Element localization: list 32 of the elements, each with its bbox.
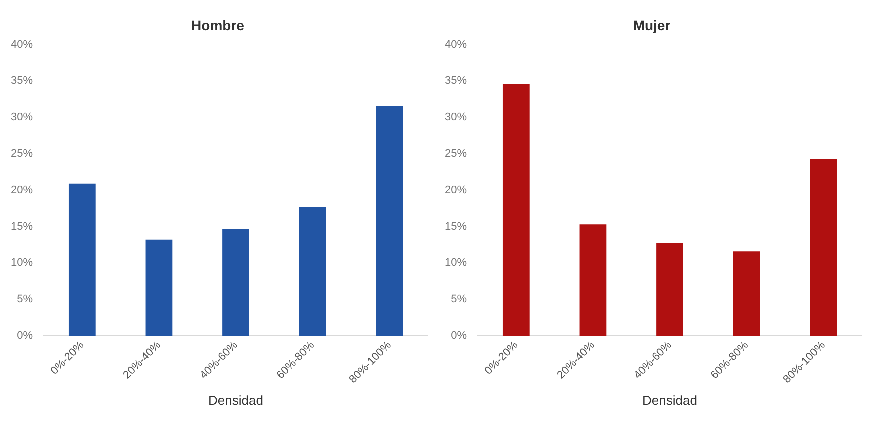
y-tick-label: 0%	[17, 330, 34, 342]
bar	[580, 224, 607, 336]
bar	[376, 106, 404, 336]
y-tick-label: 40%	[444, 38, 468, 51]
y-tick-label: 30%	[10, 112, 34, 124]
y-tick-label: 15%	[10, 220, 34, 233]
chart-title: Hombre	[192, 17, 245, 34]
y-tick-label: 5%	[451, 294, 468, 306]
y-tick-label: 40%	[10, 38, 34, 51]
bar	[222, 228, 250, 336]
x-axis-title: Densidad	[208, 392, 264, 408]
bar	[68, 184, 96, 336]
bar	[733, 252, 760, 336]
y-tick-label: 25%	[10, 148, 34, 160]
y-tick-label: 0%	[451, 330, 468, 342]
bar	[656, 244, 684, 336]
bar	[810, 159, 838, 336]
y-tick-label: 5%	[17, 294, 34, 306]
y-tick-label: 25%	[444, 148, 468, 160]
chart-title: Mujer	[633, 17, 672, 34]
y-tick-label: 20%	[10, 184, 34, 196]
y-tick-label: 10%	[444, 257, 468, 270]
y-tick-label: 35%	[10, 75, 34, 88]
bar	[146, 240, 173, 336]
y-tick-label: 10%	[10, 257, 34, 270]
bar	[502, 84, 530, 336]
y-tick-label: 35%	[444, 75, 468, 88]
y-tick-label: 30%	[444, 112, 468, 124]
y-tick-label: 20%	[444, 184, 468, 196]
x-axis-title: Densidad	[642, 392, 698, 408]
bar	[299, 207, 326, 336]
y-tick-label: 15%	[444, 220, 468, 233]
